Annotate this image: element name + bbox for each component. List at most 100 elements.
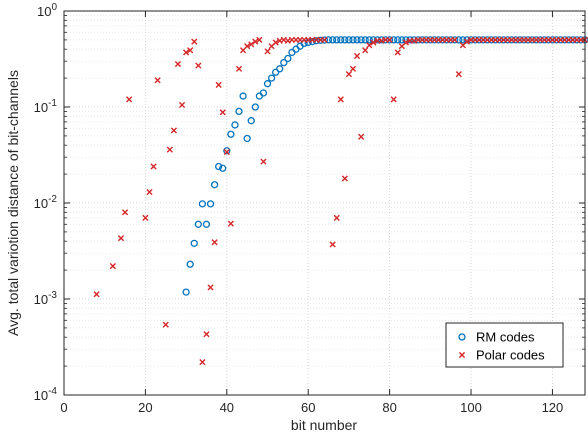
rm-point (516, 36, 524, 44)
legend-marker (458, 351, 466, 359)
x-tick-label: 100 (460, 400, 482, 415)
polar-point (248, 41, 255, 48)
rm-point (483, 36, 491, 44)
rm-point (390, 36, 398, 44)
rm-point (190, 239, 198, 247)
rm-point (556, 36, 565, 44)
polar-point (227, 220, 234, 227)
polar-point (264, 48, 271, 55)
rm-point (210, 181, 219, 189)
series-polar-codes (93, 36, 588, 366)
y-tick-label: 10-3 (34, 290, 58, 307)
rm-point (243, 134, 251, 143)
rm-point (385, 36, 394, 44)
rm-point (536, 36, 544, 44)
rm-point (227, 130, 235, 138)
polar-point (394, 49, 401, 56)
polar-point (370, 39, 377, 46)
rm-point (479, 36, 487, 44)
rm-point (422, 36, 430, 44)
series-rm-codes (182, 36, 588, 296)
polar-point (256, 36, 263, 43)
polar-point (215, 81, 222, 88)
x-tick-label: 40 (220, 400, 234, 415)
rm-point (198, 200, 207, 208)
rm-point (475, 36, 483, 44)
polar-point (235, 65, 243, 72)
rm-point (231, 121, 239, 129)
legend-box (445, 322, 564, 368)
polar-point (207, 284, 214, 291)
rm-point (434, 36, 443, 44)
rm-point (259, 89, 268, 97)
rm-point (280, 58, 288, 67)
rm-point (357, 36, 365, 44)
rm-point (328, 36, 337, 44)
polar-point (366, 42, 373, 49)
polar-point (166, 146, 173, 153)
rm-point (324, 36, 333, 44)
polar-point (337, 96, 344, 103)
rm-point (495, 36, 504, 44)
polar-point (121, 209, 129, 216)
legend-entry-label: RM codes (476, 330, 535, 345)
polar-point (345, 71, 353, 78)
polar-point (93, 291, 100, 298)
rm-point (219, 164, 227, 172)
x-tick-label: 60 (301, 400, 315, 415)
polar-point (341, 175, 348, 182)
polar-point (187, 47, 194, 54)
rm-point (491, 36, 500, 44)
rm-point (194, 220, 202, 228)
polar-point (362, 47, 369, 54)
polar-point (211, 239, 218, 246)
rm-point (353, 36, 361, 44)
y-tick-label: 10-2 (34, 194, 58, 211)
polar-point (353, 52, 361, 60)
polar-point (223, 148, 230, 156)
rm-point (365, 36, 373, 44)
rm-point (263, 80, 272, 88)
rm-point (276, 65, 284, 73)
rm-point (565, 36, 573, 44)
polar-point (252, 38, 259, 45)
polar-point (260, 158, 267, 165)
legend: RM codes Polar codes (445, 322, 564, 368)
rm-point (560, 36, 569, 44)
polar-point (142, 214, 149, 221)
polar-point (154, 77, 161, 84)
rm-point (548, 36, 557, 44)
y-tick-label: 10-4 (34, 386, 58, 403)
polar-point (126, 96, 133, 103)
rm-point (544, 36, 553, 44)
rm-point (520, 36, 528, 44)
polar-point (195, 62, 202, 69)
rm-point (552, 36, 561, 44)
x-axis-label: bit number (291, 417, 357, 433)
rm-point (333, 36, 341, 44)
polar-point (333, 214, 340, 221)
polar-point (170, 127, 177, 134)
rm-point (528, 36, 536, 44)
polar-point (272, 39, 279, 46)
rm-point (345, 36, 353, 44)
polar-point (455, 71, 462, 78)
polar-point (174, 60, 182, 68)
rm-point (186, 260, 194, 268)
rm-point (341, 36, 349, 44)
rm-point (206, 200, 215, 208)
polar-point (146, 188, 153, 196)
polar-point (386, 36, 393, 43)
polar-point (219, 109, 226, 116)
y-tick-labels: 10-4 10-3 10-2 10-1 100 (34, 2, 58, 403)
polar-point (178, 101, 186, 109)
polar-point (329, 241, 336, 248)
polar-point (203, 331, 210, 338)
rm-point (438, 36, 447, 44)
rm-point (235, 107, 243, 116)
rm-point (504, 36, 512, 44)
polar-point (321, 36, 328, 43)
rm-point (540, 36, 548, 44)
rm-point (398, 36, 406, 44)
